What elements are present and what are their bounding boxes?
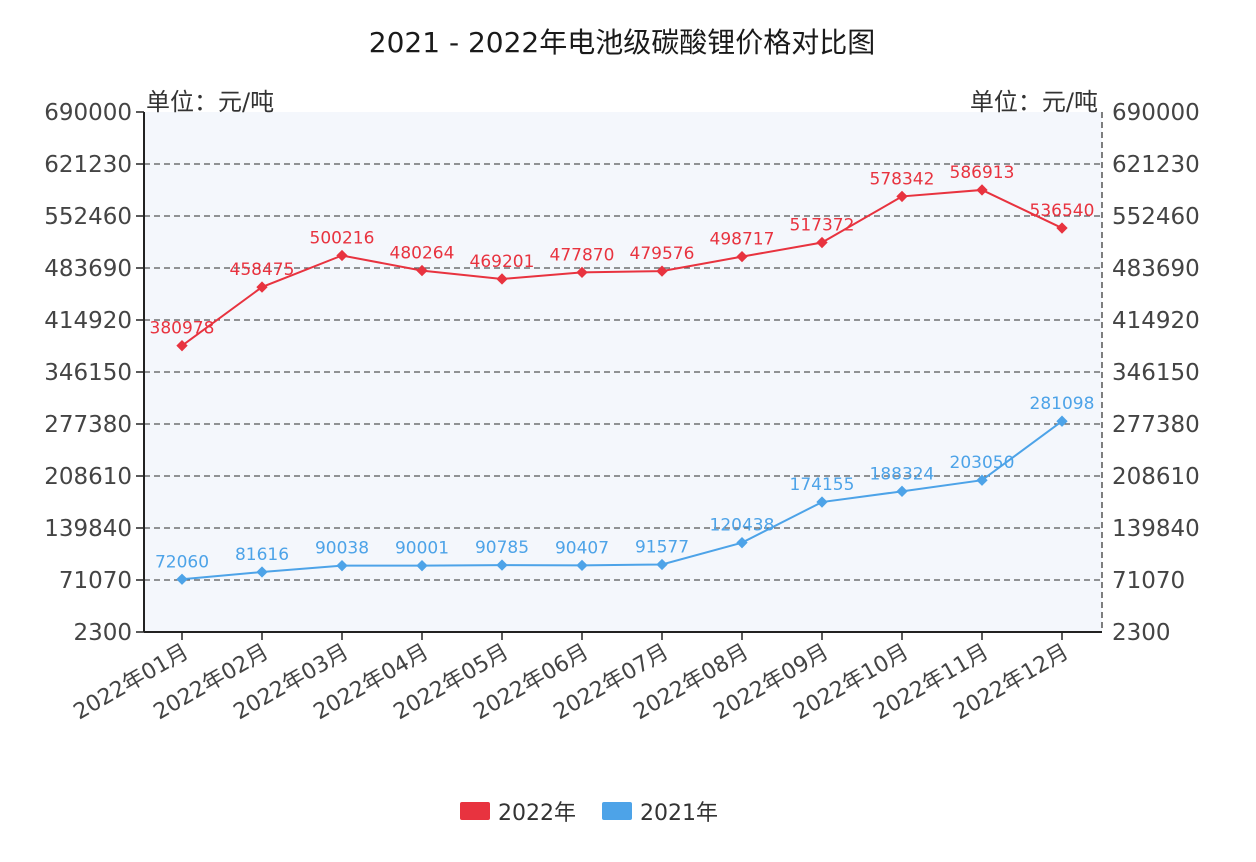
data-point bbox=[896, 190, 908, 203]
y-tick-label-left: 2300 bbox=[73, 620, 132, 646]
y-tick-label-right: 139840 bbox=[1112, 516, 1200, 542]
legend[interactable]: 2022年 2021年 bbox=[460, 801, 718, 826]
data-point bbox=[816, 496, 828, 508]
data-point bbox=[336, 249, 348, 262]
y-tick-label-left: 71070 bbox=[59, 568, 132, 594]
data-point bbox=[496, 559, 508, 571]
data-point bbox=[896, 485, 908, 497]
y-tick-label-left: 690000 bbox=[44, 100, 132, 126]
data-point bbox=[1056, 415, 1068, 427]
y-tick-label-right: 277380 bbox=[1112, 412, 1200, 438]
data-label: 81616 bbox=[235, 545, 289, 565]
y-tick-label-left: 483690 bbox=[44, 256, 132, 282]
data-point bbox=[416, 264, 428, 277]
data-point bbox=[976, 474, 988, 486]
grid-lines bbox=[136, 111, 1102, 633]
chart-title: 2021 - 2022年电池级碳酸锂价格对比图 bbox=[369, 26, 875, 59]
data-point bbox=[256, 281, 268, 293]
y-tick-label-left: 208610 bbox=[44, 464, 132, 490]
data-label: 500216 bbox=[310, 229, 375, 249]
data-label: 90407 bbox=[555, 538, 609, 558]
unit-label-right: 单位：元/吨 bbox=[970, 88, 1098, 116]
legend-swatch-2021[interactable] bbox=[602, 802, 632, 820]
data-point bbox=[656, 265, 668, 277]
y-tick-label-right: 690000 bbox=[1112, 100, 1200, 126]
data-label: 120438 bbox=[710, 516, 775, 536]
data-point bbox=[1056, 222, 1068, 234]
plot-area bbox=[144, 112, 1102, 632]
data-point bbox=[976, 184, 988, 196]
data-point bbox=[496, 273, 508, 285]
data-label: 480264 bbox=[390, 244, 455, 264]
data-label: 498717 bbox=[710, 230, 775, 250]
data-label: 90785 bbox=[475, 538, 529, 558]
data-label: 91577 bbox=[635, 537, 689, 557]
legend-label-2022[interactable]: 2022年 bbox=[498, 801, 576, 826]
data-label: 477870 bbox=[550, 245, 615, 265]
series-line bbox=[181, 188, 1063, 347]
y-tick-label-left: 552460 bbox=[44, 204, 132, 230]
y-tick-label-left: 621230 bbox=[44, 152, 132, 178]
legend-swatch-2022[interactable] bbox=[460, 802, 490, 820]
data-point bbox=[176, 573, 188, 585]
y-tick-label-left: 139840 bbox=[44, 516, 132, 542]
y-tick-label-right: 621230 bbox=[1112, 152, 1200, 178]
series-line bbox=[181, 420, 1063, 581]
y-tick-label-right: 483690 bbox=[1112, 256, 1200, 282]
y-axis-left-ticks: 690000 621230 552460 483690 414920 346150 2773… bbox=[44, 100, 132, 646]
data-label: 479576 bbox=[630, 244, 695, 264]
data-point bbox=[656, 558, 668, 571]
data-point bbox=[336, 560, 348, 572]
unit-label-left: 单位：元/吨 bbox=[146, 88, 274, 116]
data-label: 469201 bbox=[470, 252, 535, 272]
legend-label-2021[interactable]: 2021年 bbox=[640, 801, 718, 826]
y-tick-label-left: 346150 bbox=[44, 360, 132, 386]
data-label: 72060 bbox=[155, 552, 209, 572]
y-tick-label-right: 414920 bbox=[1112, 308, 1200, 334]
data-label: 188324 bbox=[870, 464, 935, 484]
data-label: 90001 bbox=[395, 539, 449, 559]
data-point bbox=[256, 566, 268, 578]
series-0: 380978 458475 500216 480264 469201 477870 4795… bbox=[150, 163, 1095, 352]
y-axis-right-ticks: 690000 621230 552460 483690 414920 346150 2773… bbox=[1112, 100, 1200, 646]
data-label: 586913 bbox=[950, 163, 1015, 183]
data-label: 174155 bbox=[790, 475, 855, 495]
data-label: 203050 bbox=[950, 453, 1015, 473]
y-tick-label-right: 2300 bbox=[1112, 620, 1171, 646]
data-point bbox=[176, 340, 188, 352]
y-tick-label-left: 277380 bbox=[44, 412, 132, 438]
data-label: 517372 bbox=[790, 216, 855, 236]
y-tick-label-right: 552460 bbox=[1112, 204, 1200, 230]
data-label: 281098 bbox=[1030, 394, 1095, 414]
data-point bbox=[416, 560, 428, 572]
data-label: 380978 bbox=[150, 319, 215, 339]
data-point bbox=[736, 537, 748, 549]
series-1: 72060 81616 90038 90001 90785 90407 91577 12043… bbox=[155, 394, 1095, 585]
data-point bbox=[576, 266, 588, 279]
data-label: 578342 bbox=[870, 169, 935, 189]
y-tick-label-left: 414920 bbox=[44, 308, 132, 334]
data-label: 458475 bbox=[230, 260, 295, 280]
y-tick-label-right: 208610 bbox=[1112, 464, 1200, 490]
data-point bbox=[816, 236, 828, 249]
data-label: 90038 bbox=[315, 539, 369, 559]
data-point bbox=[576, 559, 588, 572]
y-tick-label-right: 71070 bbox=[1112, 568, 1185, 594]
data-label: 536540 bbox=[1030, 201, 1095, 221]
series-layer: 380978 458475 500216 480264 469201 477870 4795… bbox=[150, 163, 1095, 585]
y-tick-label-right: 346150 bbox=[1112, 360, 1200, 386]
